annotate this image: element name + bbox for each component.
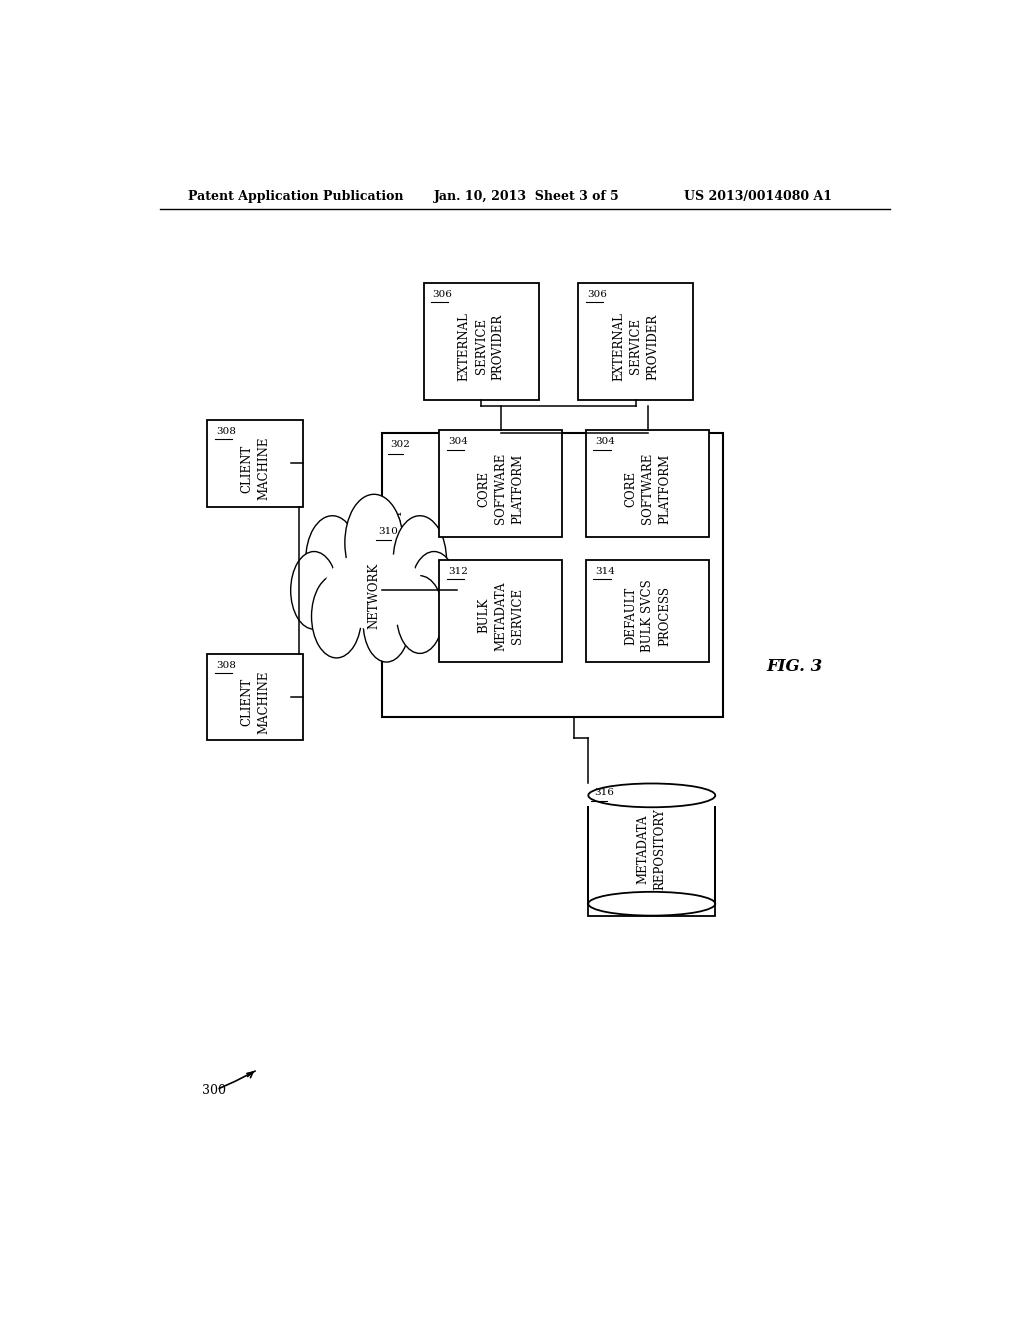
Text: 316: 316	[594, 788, 613, 796]
Text: 304: 304	[595, 437, 614, 446]
Text: 308: 308	[216, 428, 236, 436]
Text: CLIENT
MACHINE: CLIENT MACHINE	[240, 671, 270, 734]
Text: DEFAULT
BULK SVCS
PROCESS: DEFAULT BULK SVCS PROCESS	[625, 579, 672, 652]
Ellipse shape	[393, 516, 446, 605]
Ellipse shape	[311, 574, 361, 657]
Bar	[579, 282, 693, 400]
Bar	[207, 420, 303, 507]
Ellipse shape	[364, 585, 410, 663]
Bar	[588, 808, 715, 916]
Text: NETWORK: NETWORK	[368, 562, 381, 628]
Text: FIG. 3: FIG. 3	[767, 659, 822, 675]
Text: 302: 302	[390, 440, 410, 449]
Text: Jan. 10, 2013  Sheet 3 of 5: Jan. 10, 2013 Sheet 3 of 5	[433, 190, 620, 202]
Bar	[587, 560, 710, 661]
Bar	[439, 560, 562, 661]
Ellipse shape	[396, 576, 443, 653]
Text: 306: 306	[587, 290, 607, 300]
Bar	[424, 282, 539, 400]
Text: 312: 312	[449, 568, 468, 576]
Text: EXTERNAL
SERVICE
PROVIDER: EXTERNAL SERVICE PROVIDER	[612, 312, 659, 381]
Text: Patent Application Publication: Patent Application Publication	[187, 190, 403, 202]
Bar	[382, 433, 723, 718]
Text: METADATA
REPOSITORY: METADATA REPOSITORY	[637, 809, 667, 891]
Bar	[207, 653, 303, 741]
Ellipse shape	[306, 516, 359, 605]
Text: 314: 314	[595, 568, 614, 576]
Text: 304: 304	[449, 437, 468, 446]
Ellipse shape	[411, 552, 458, 630]
Text: 310: 310	[378, 528, 398, 536]
Text: US 2013/0014080 A1: US 2013/0014080 A1	[684, 190, 831, 202]
Ellipse shape	[324, 552, 424, 630]
Text: CORE
SOFTWARE
PLATFORM: CORE SOFTWARE PLATFORM	[625, 453, 672, 524]
Text: CORE
SOFTWARE
PLATFORM: CORE SOFTWARE PLATFORM	[477, 453, 524, 524]
Text: 308: 308	[216, 661, 236, 671]
Text: COMPUTING SYSTEM: COMPUTING SYSTEM	[394, 511, 404, 640]
Bar	[589, 796, 715, 904]
Text: EXTERNAL
SERVICE
PROVIDER: EXTERNAL SERVICE PROVIDER	[458, 312, 505, 381]
Text: 306: 306	[432, 290, 453, 300]
Bar	[587, 430, 710, 537]
Ellipse shape	[588, 784, 716, 808]
Text: BULK
METADATA
SERVICE: BULK METADATA SERVICE	[477, 581, 524, 651]
Text: 300: 300	[202, 1084, 225, 1097]
Bar	[439, 430, 562, 537]
Ellipse shape	[588, 892, 716, 916]
Text: CLIENT
MACHINE: CLIENT MACHINE	[240, 437, 270, 500]
Ellipse shape	[345, 494, 403, 591]
Ellipse shape	[291, 552, 337, 630]
